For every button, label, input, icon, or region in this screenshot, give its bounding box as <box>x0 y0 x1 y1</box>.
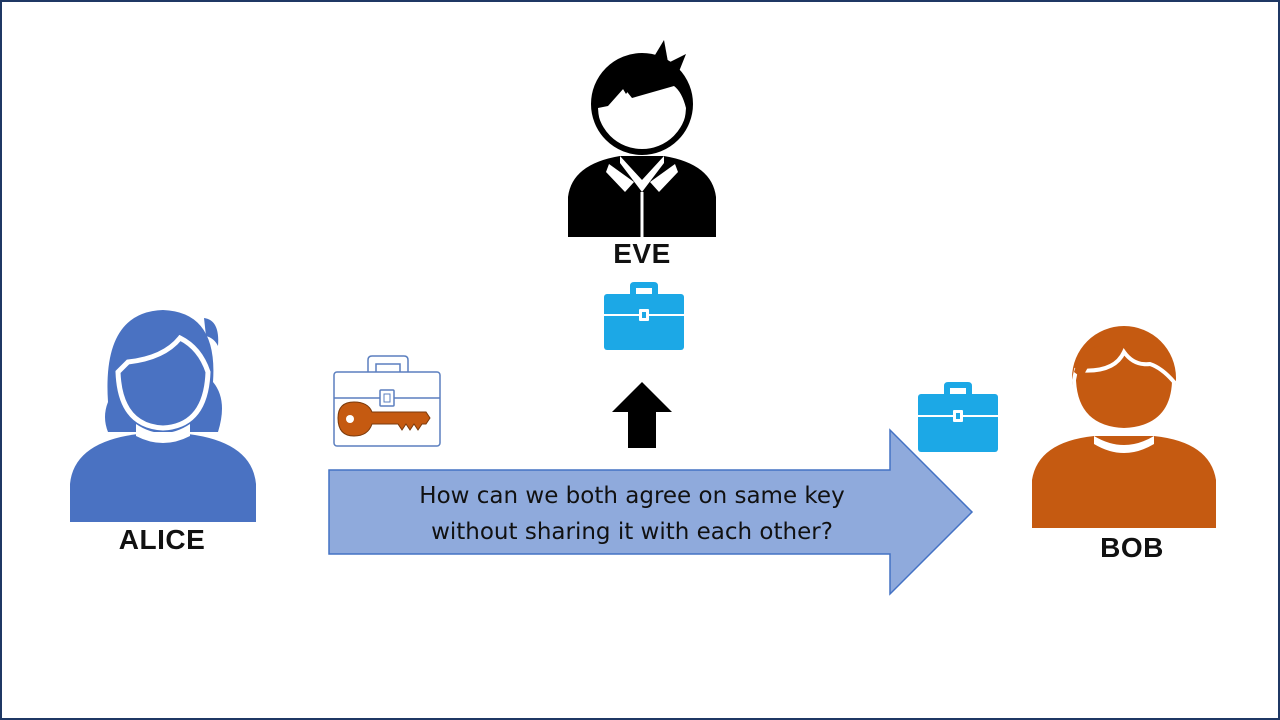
message-text: How can we both agree on same key withou… <box>362 478 902 550</box>
bob-briefcase-icon <box>918 382 998 452</box>
eve-label: EVE <box>613 238 671 269</box>
up-arrow-icon <box>612 382 672 448</box>
alice-person-icon <box>70 310 256 522</box>
bob-person-icon <box>1032 326 1216 528</box>
bob-label: BOB <box>1100 532 1164 563</box>
alice-label: ALICE <box>118 524 206 555</box>
eve-briefcase-icon <box>604 282 684 350</box>
message-line-1: How can we both agree on same key <box>419 483 845 509</box>
key-icon <box>337 401 431 437</box>
message-arrow <box>328 428 974 596</box>
alice-briefcase-key-icon <box>333 355 441 447</box>
eve-person-icon <box>568 40 716 237</box>
message-line-2: without sharing it with each other? <box>431 519 833 545</box>
